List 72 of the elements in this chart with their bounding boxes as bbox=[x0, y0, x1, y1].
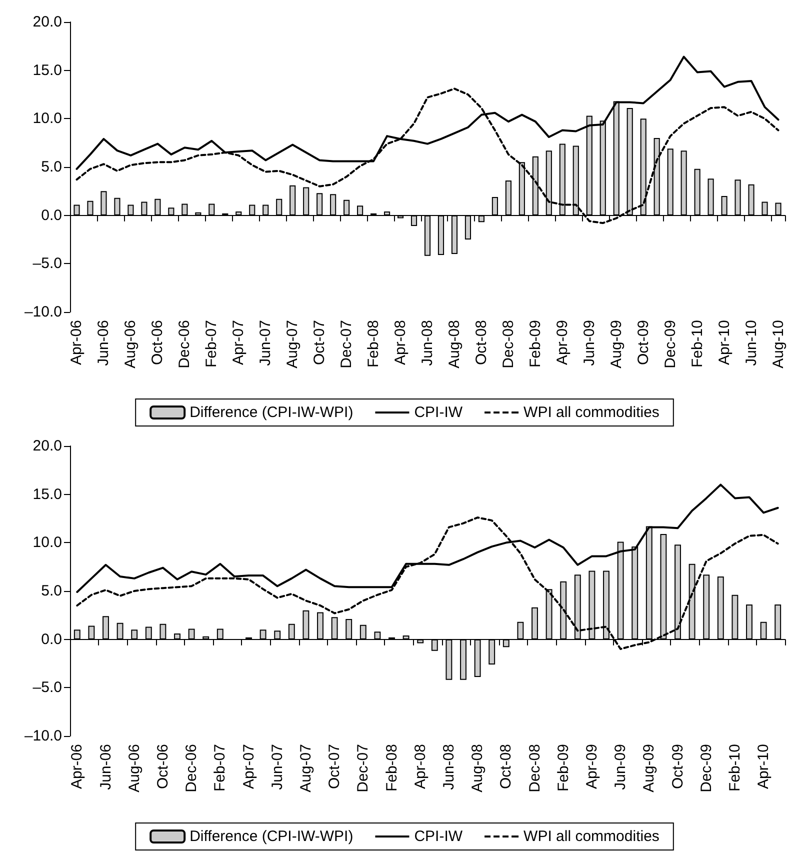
y-tick-label: 0.0 bbox=[41, 206, 62, 224]
y-tick-label: –5.0 bbox=[32, 679, 62, 696]
x-tick-label: Feb-10 bbox=[726, 744, 744, 792]
legend-label: WPI all commodities bbox=[524, 404, 660, 421]
x-tick-label: Aug-07 bbox=[284, 320, 302, 368]
x-tick-label: Oct-08 bbox=[472, 320, 490, 366]
x-tick-label: Aug-06 bbox=[126, 744, 143, 792]
x-tick-label: Dec-07 bbox=[338, 320, 356, 368]
x-tick-label: Oct-09 bbox=[669, 744, 686, 790]
y-tick-label: 10.0 bbox=[32, 534, 62, 552]
y-tick-label: 5.0 bbox=[41, 582, 62, 600]
y-tick-label: 15.0 bbox=[32, 62, 62, 79]
legend-label: CPI-IW bbox=[414, 404, 464, 421]
x-tick-label: Aug-09 bbox=[640, 744, 658, 792]
x-tick-label: Oct-09 bbox=[634, 320, 652, 366]
x-tick-label: Aug-09 bbox=[608, 320, 625, 368]
x-tick-label: Apr-06 bbox=[68, 744, 86, 790]
x-tick-label: Dec-06 bbox=[183, 744, 200, 792]
x-tick-label: Jun-09 bbox=[580, 320, 598, 366]
x-tick-label: Apr-09 bbox=[554, 320, 571, 366]
x-tick-label: Oct-07 bbox=[311, 320, 328, 366]
x-tick-label: Aug-08 bbox=[469, 744, 486, 792]
x-tick-label: Apr-07 bbox=[230, 320, 248, 366]
y-tick-label: 0.0 bbox=[41, 630, 62, 648]
x-tick-label: Dec-09 bbox=[698, 744, 715, 792]
x-tick-label: Oct-06 bbox=[154, 744, 172, 790]
x-tick-label: Dec-08 bbox=[500, 320, 517, 368]
x-tick-label: Apr-08 bbox=[392, 320, 410, 366]
y-tick-label: 10.0 bbox=[32, 110, 62, 128]
x-tick-label: Apr-08 bbox=[412, 744, 429, 790]
y-tick-label: 15.0 bbox=[32, 486, 62, 503]
y-tick-label: –5.0 bbox=[32, 255, 62, 272]
x-tick-label: Apr-09 bbox=[583, 744, 600, 790]
x-tick-label: Dec-09 bbox=[662, 320, 679, 368]
y-tick-label: 5.0 bbox=[41, 158, 62, 176]
y-tick-label: –10.0 bbox=[24, 728, 62, 744]
x-tick-label: Apr-07 bbox=[240, 744, 258, 790]
y-tick-label: –10.0 bbox=[24, 304, 62, 320]
legend-label: Difference (CPI-IW-WPI) bbox=[190, 404, 354, 421]
x-tick-label: Feb-10 bbox=[688, 320, 706, 368]
x-tick-label: Aug-08 bbox=[446, 320, 463, 368]
x-tick-label: Jun-09 bbox=[612, 744, 630, 790]
legend-label: WPI all commodities bbox=[524, 828, 660, 845]
x-tick-label: Dec-07 bbox=[354, 744, 372, 792]
x-tick-label: Feb-07 bbox=[203, 320, 220, 368]
x-tick-label: Feb-09 bbox=[554, 744, 572, 792]
y-tick-label: 20.0 bbox=[32, 14, 62, 30]
x-tick-label: Aug-10 bbox=[770, 320, 787, 368]
x-tick-label: Jun-08 bbox=[440, 744, 458, 790]
x-tick-label: Feb-07 bbox=[212, 744, 229, 792]
x-tick-label: Oct-07 bbox=[326, 744, 344, 790]
legend-label: Difference (CPI-IW-WPI) bbox=[190, 828, 354, 845]
x-tick-label: Apr-06 bbox=[68, 320, 86, 366]
x-tick-label: Jun-06 bbox=[97, 744, 114, 790]
x-tick-label: Apr-10 bbox=[716, 320, 733, 366]
x-tick-label: Aug-06 bbox=[122, 320, 140, 368]
x-tick-label: Jun-07 bbox=[257, 320, 274, 366]
x-tick-label: Feb-08 bbox=[365, 320, 382, 368]
x-tick-label: Oct-08 bbox=[498, 744, 515, 790]
x-tick-label: Dec-08 bbox=[526, 744, 544, 792]
x-tick-label: Feb-09 bbox=[526, 320, 544, 368]
x-tick-label: Dec-06 bbox=[176, 320, 194, 368]
x-tick-label: Feb-08 bbox=[383, 744, 400, 792]
x-tick-label: Jun-06 bbox=[95, 320, 112, 366]
x-tick-label: Jun-07 bbox=[268, 744, 286, 790]
x-tick-label: Jun-08 bbox=[419, 320, 436, 366]
x-tick-label: Jun-10 bbox=[742, 320, 760, 366]
x-tick-label: Aug-07 bbox=[297, 744, 314, 792]
x-tick-label: Apr-10 bbox=[755, 744, 772, 790]
legend-label: CPI-IW bbox=[414, 828, 464, 845]
x-tick-label: Oct-06 bbox=[149, 320, 166, 366]
y-tick-label: 20.0 bbox=[32, 438, 62, 454]
